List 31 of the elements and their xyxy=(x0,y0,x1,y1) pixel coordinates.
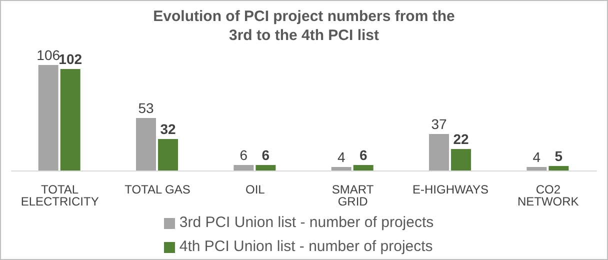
x-tick-label: CO2 NETWORK xyxy=(517,182,579,209)
x-tick-label: OIL xyxy=(245,182,266,197)
bar xyxy=(136,118,156,171)
bar xyxy=(158,139,178,171)
data-label: 53 xyxy=(138,100,154,116)
x-tick-label: E-HIGHWAYS xyxy=(412,182,489,197)
bar xyxy=(60,69,80,171)
legend-label: 4th PCI Union list - number of projects xyxy=(179,238,433,255)
data-label: 32 xyxy=(160,121,176,137)
bar xyxy=(548,166,569,171)
x-tick-label: SMART GRID xyxy=(332,182,374,209)
chart-title: Evolution of PCI project numbers from the 3rd to the 4th PCI list xyxy=(152,7,456,45)
x-tick-label: TOTAL GAS xyxy=(124,182,190,197)
data-label: 6 xyxy=(262,147,270,163)
data-label: 37 xyxy=(431,116,448,132)
data-label: 4 xyxy=(532,149,541,165)
bar xyxy=(451,149,472,171)
bar xyxy=(234,165,254,171)
data-label: 5 xyxy=(554,148,563,164)
data-label: 4 xyxy=(337,149,346,165)
bar xyxy=(38,65,58,171)
data-label: 6 xyxy=(240,147,248,163)
bar xyxy=(353,165,374,171)
data-label: 106 xyxy=(36,47,60,63)
legend-label: 3rd PCI Union list - number of projects xyxy=(179,214,434,231)
data-label: 6 xyxy=(359,147,368,163)
bar xyxy=(429,134,450,171)
data-label: 22 xyxy=(453,131,470,147)
bar xyxy=(256,165,276,171)
data-label: 102 xyxy=(58,51,82,67)
x-tick-label: TOTAL ELECTRICITY xyxy=(20,182,99,209)
